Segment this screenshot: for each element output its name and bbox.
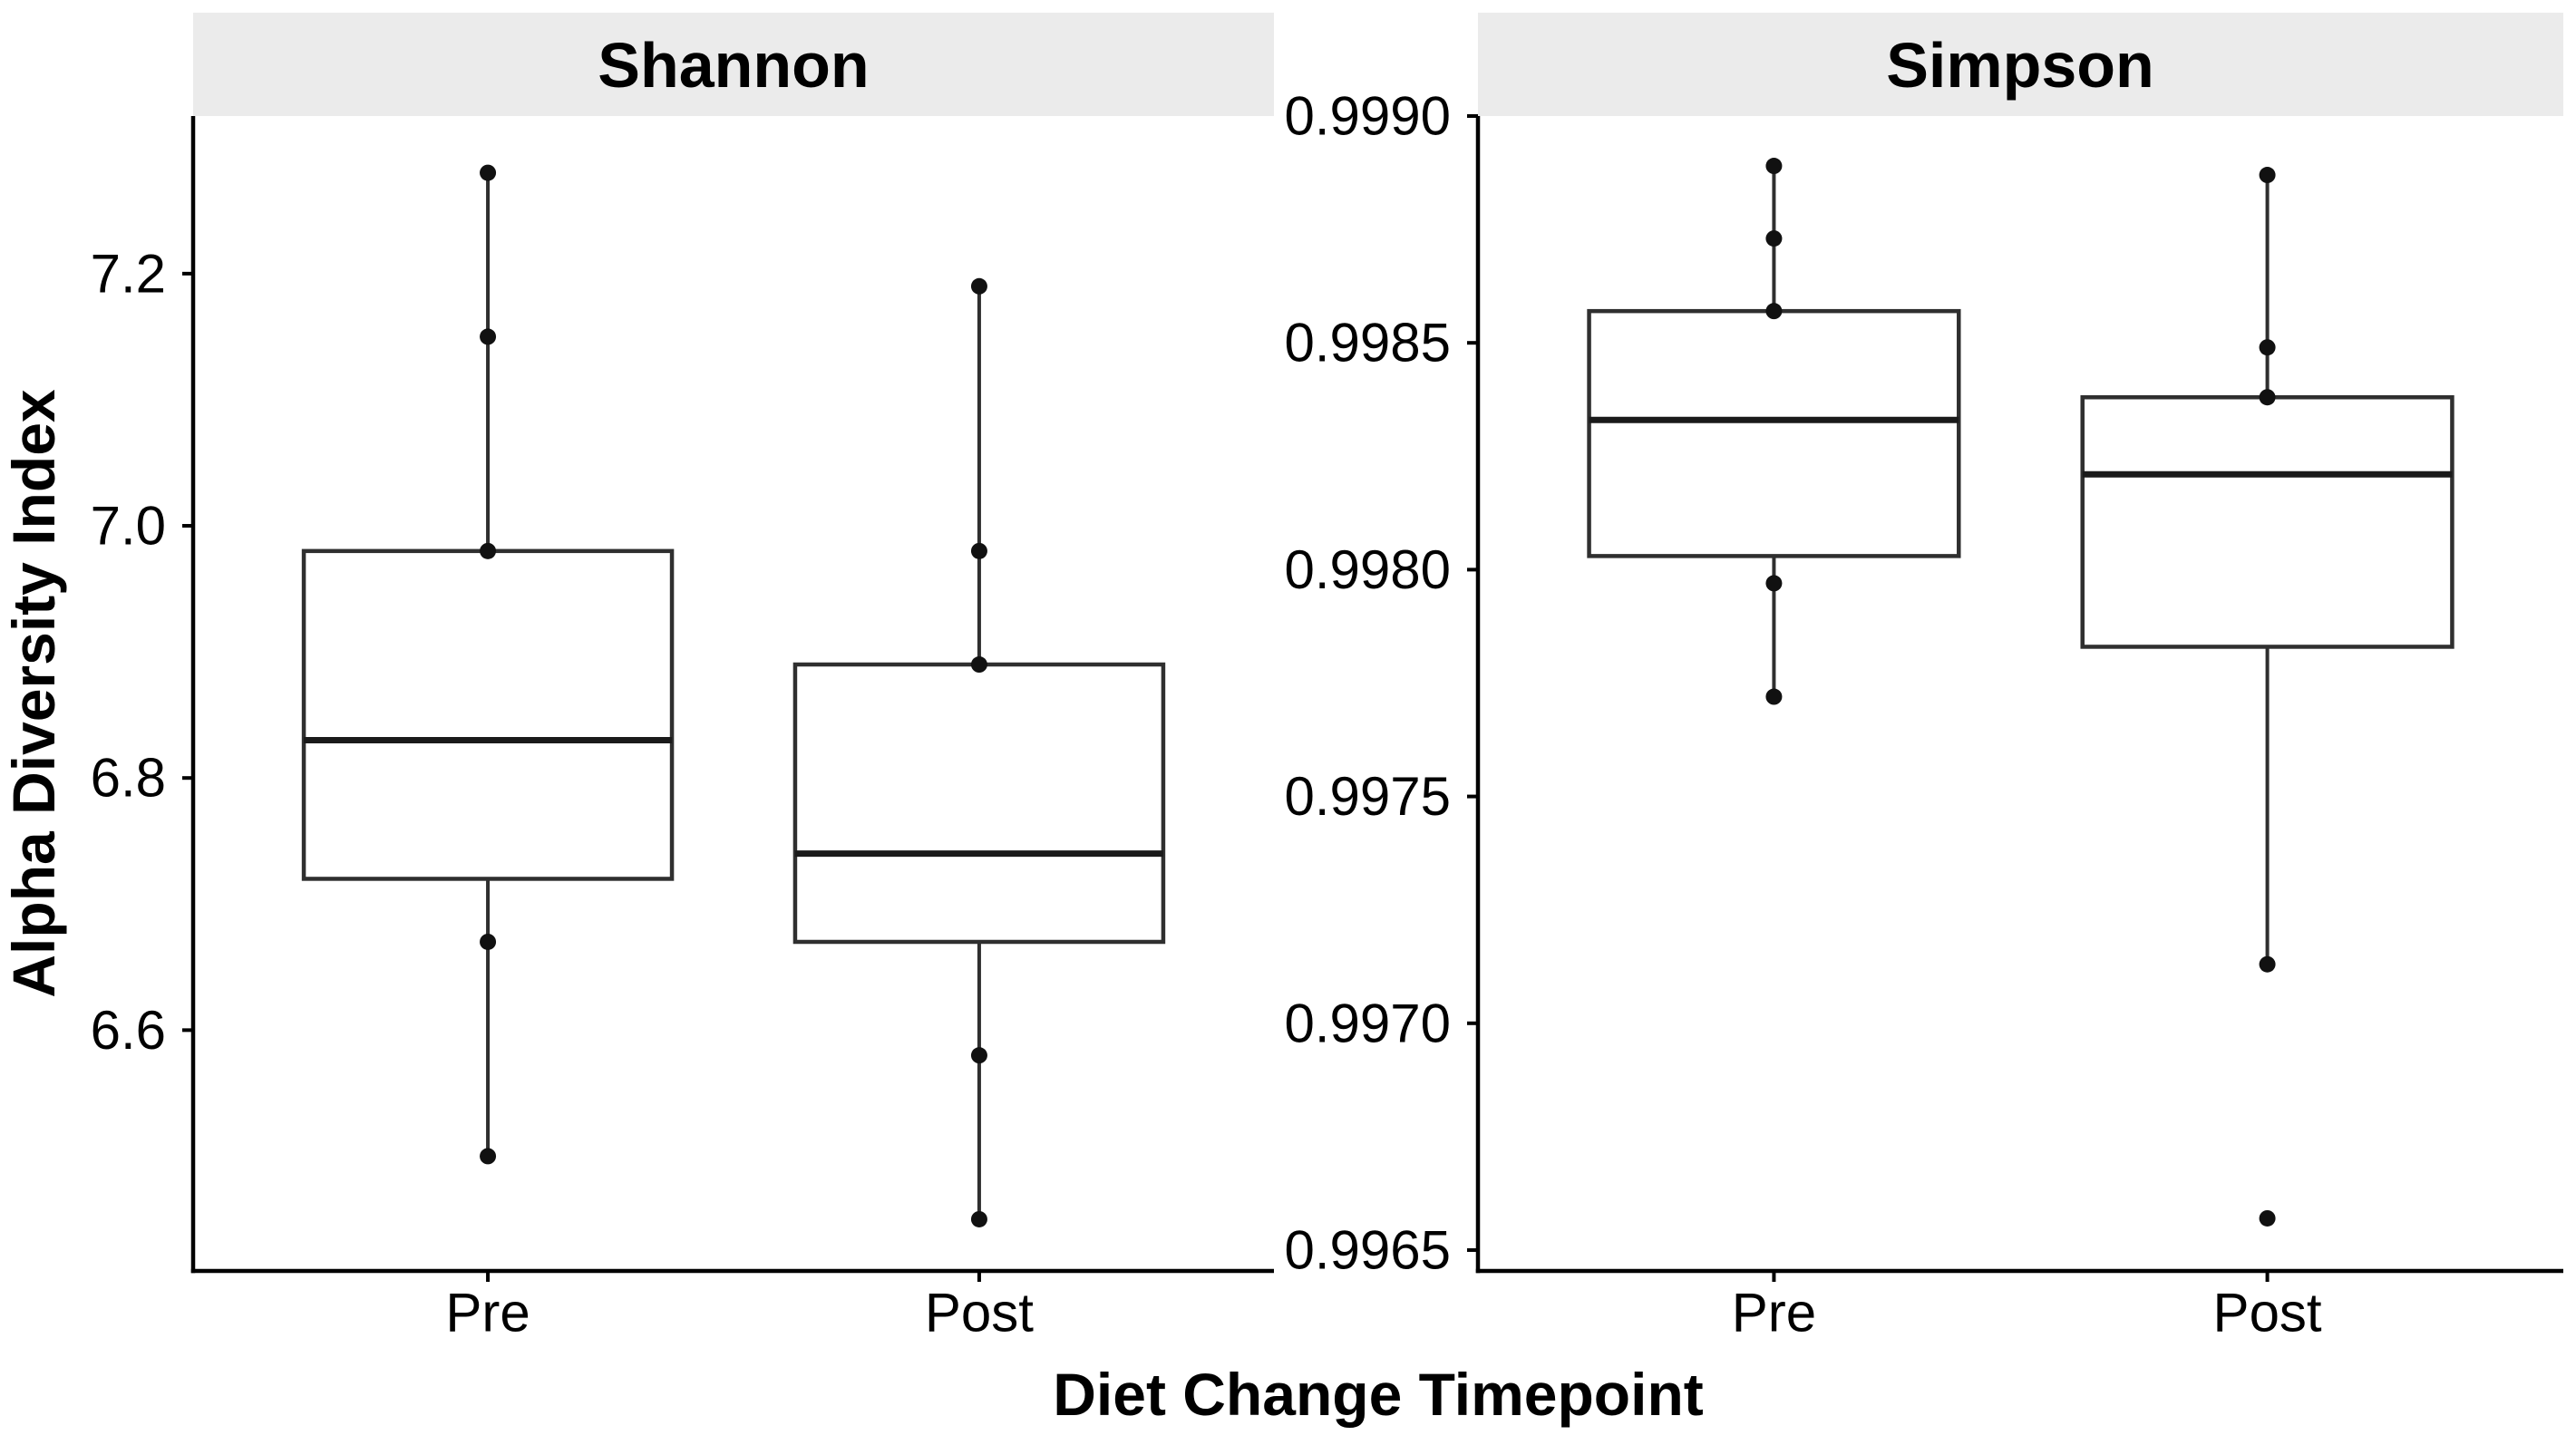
box-rect	[1587, 308, 1961, 558]
x-tick-label-pre: Pre	[1732, 1283, 1816, 1343]
data-point	[2259, 1209, 2276, 1227]
data-point	[2259, 955, 2276, 973]
strip-title-shannon: Shannon	[598, 30, 869, 101]
y-axis-title: Alpha Diversity Index	[0, 389, 67, 998]
x-axis-title: Diet Change Timepoint	[1053, 1361, 1704, 1428]
box-rect	[301, 548, 675, 881]
panel-simpson: 0.9965 0.9970 0.9975 0.9980 0.9985 0.9990 Pre P…	[1284, 86, 2563, 1343]
y-tick-label: 0.9990	[1284, 86, 1451, 147]
data-point	[480, 1148, 497, 1165]
y-tick-label: 7.0	[91, 496, 166, 557]
strip-title-simpson: Simpson	[1886, 30, 2154, 101]
data-point	[1765, 575, 1783, 592]
strip-simpson	[1478, 13, 2563, 116]
y-tick-label: 0.9975	[1284, 766, 1451, 827]
y-tick-label: 6.8	[91, 748, 166, 809]
boxplot-post	[792, 277, 1166, 1227]
boxplot-pre	[1587, 158, 1961, 705]
y-tick-label: 0.9970	[1284, 993, 1451, 1053]
data-point	[480, 542, 497, 559]
facet-strips: Shannon Simpson	[193, 13, 2563, 116]
data-point	[970, 277, 987, 295]
box-rect	[2080, 394, 2454, 649]
boxplot-post	[2080, 167, 2454, 1227]
data-point	[1765, 158, 1783, 175]
data-point	[2259, 389, 2276, 406]
box-rect	[792, 662, 1166, 945]
y-tick-label: 0.9980	[1284, 539, 1451, 600]
data-point	[2259, 167, 2276, 184]
data-point	[1765, 688, 1783, 705]
data-point	[1765, 230, 1783, 247]
strip-shannon	[193, 13, 1274, 116]
data-point	[2259, 339, 2276, 356]
x-tick-label-pre: Pre	[445, 1283, 530, 1343]
data-point	[480, 164, 497, 181]
data-point	[1765, 303, 1783, 320]
data-point	[480, 933, 497, 950]
panel-shannon: 6.6 6.8 7.0 7.2 Pre Post	[91, 116, 1274, 1343]
y-tick-label: 7.2	[91, 243, 166, 304]
data-point	[970, 1047, 987, 1064]
data-point	[970, 542, 987, 559]
boxplot-pre	[301, 164, 675, 1165]
y-tick-label: 0.9965	[1284, 1219, 1451, 1280]
y-tick-label: 6.6	[91, 1000, 166, 1061]
y-tick-label: 0.9985	[1284, 313, 1451, 373]
x-tick-label-post: Post	[2213, 1283, 2322, 1343]
x-tick-label-post: Post	[925, 1283, 1034, 1343]
data-point	[480, 328, 497, 345]
data-point	[970, 1210, 987, 1227]
data-point	[970, 656, 987, 674]
